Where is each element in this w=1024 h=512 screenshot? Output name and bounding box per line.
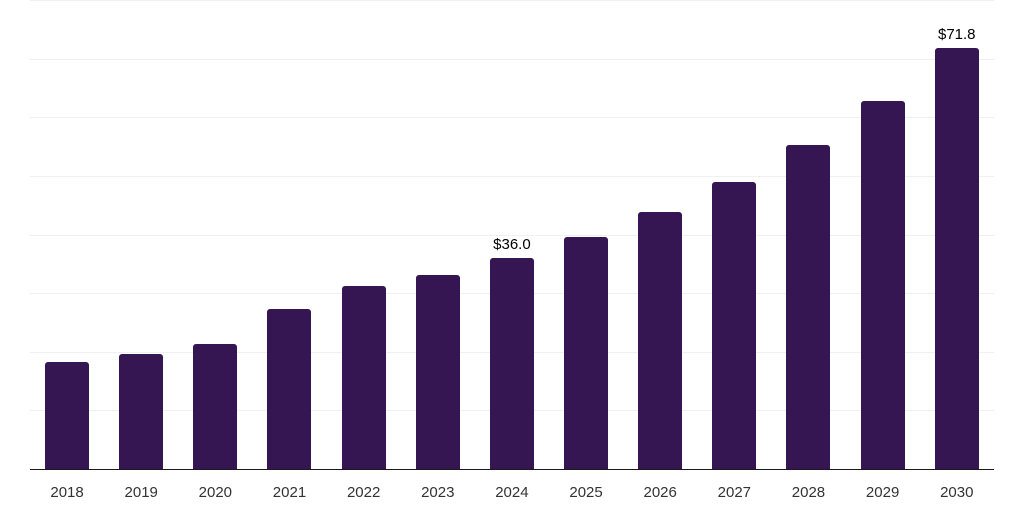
bar-2019 (119, 354, 164, 469)
x-tick-label-2026: 2026 (643, 484, 677, 501)
bar-slot-2026 (623, 0, 697, 469)
gridline-50 (30, 175, 994, 177)
bar-slot-2027 (697, 0, 771, 469)
plot-area: $36.0 $71.8 (30, 0, 994, 470)
x-tick-label-2027: 2027 (717, 484, 752, 501)
x-axis: 2018 2019 2020 2021 2022 2023 2024 2025 2026 2027… (30, 484, 994, 502)
bar-slot-2023 (401, 0, 475, 469)
gridline-80 (30, 0, 994, 1)
x-tick-label-2024: 2024 (495, 484, 529, 501)
bar-slot-2028 (771, 0, 845, 469)
bar-slot-2030: $71.8 (920, 0, 994, 469)
bar-slot-2022 (327, 0, 401, 469)
bar-2018 (45, 362, 90, 469)
x-tick-label-2023: 2023 (421, 484, 455, 501)
bar-slot-2029 (846, 0, 920, 469)
x-tick-label-2018: 2018 (50, 484, 84, 501)
bar-2030 (934, 48, 979, 469)
bars-row: $36.0 $71.8 (30, 0, 994, 469)
bar-2022 (341, 285, 386, 469)
x-tick-label-2020: 2020 (198, 484, 233, 501)
bar-slot-2018 (30, 0, 104, 469)
gridline-60 (30, 117, 994, 119)
x-tick-label-2030: 2030 (940, 484, 974, 501)
bar-2021 (267, 308, 312, 469)
x-tick-label-2022: 2022 (346, 484, 381, 501)
bar-value-label-2030: $71.8 (937, 26, 976, 44)
bar-2028 (786, 145, 831, 469)
bar-slot-2024: $36.0 (475, 0, 549, 469)
bar-value-label-2024: $36.0 (493, 235, 531, 253)
bar-2023 (415, 274, 460, 469)
x-tick-label-2029: 2029 (865, 484, 900, 501)
bar-2025 (564, 237, 609, 469)
bar-slot-2019 (104, 0, 178, 469)
x-tick-label-2025: 2025 (569, 484, 603, 501)
gridline-40 (30, 234, 994, 236)
bar-2026 (638, 212, 683, 469)
gridline-70 (30, 58, 994, 60)
bar-slot-2021 (252, 0, 326, 469)
bar-slot-2020 (178, 0, 252, 469)
bar-2027 (712, 181, 757, 469)
bar-2020 (193, 343, 238, 469)
bar-2024 (489, 257, 534, 469)
bar-2029 (860, 100, 905, 469)
x-tick-label-2028: 2028 (791, 484, 826, 501)
x-tick-label-2021: 2021 (272, 484, 307, 501)
x-tick-label-2019: 2019 (124, 484, 158, 501)
bar-slot-2025 (549, 0, 623, 469)
